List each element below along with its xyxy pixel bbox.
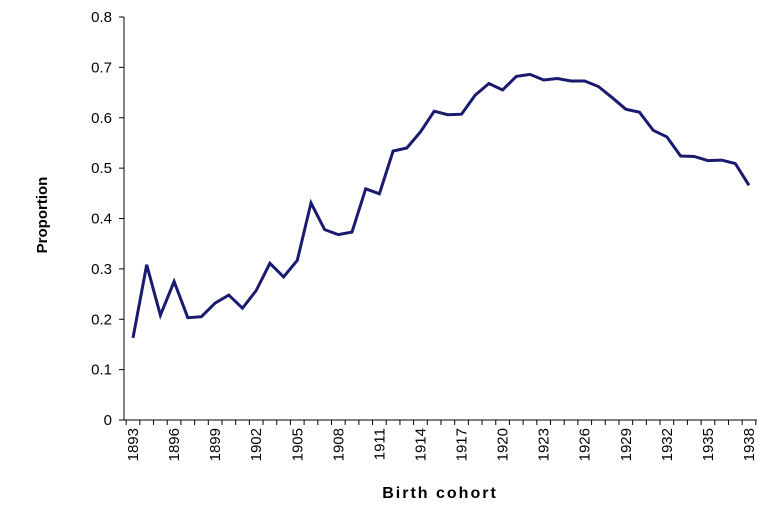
x-tick-label: 1911: [371, 428, 388, 460]
y-tick-label: 0.7: [91, 59, 112, 76]
x-tick-label: 1914: [412, 428, 429, 461]
y-tick-label: 0.3: [91, 261, 112, 278]
y-axis: 0 0.1 0.2 0.3 0.4 0.5 0.6 0.7 0.8: [91, 9, 125, 429]
x-tick-label: 1917: [454, 428, 471, 461]
y-tick-label: 0.1: [91, 362, 112, 379]
x-tick-label: 1929: [618, 428, 635, 461]
y-tick-label: 0.5: [91, 160, 112, 177]
x-tick-label: 1908: [330, 428, 347, 461]
y-tick-label: 0.4: [91, 211, 112, 228]
x-tick-label: 1896: [166, 428, 183, 461]
x-tick-label: 1893: [125, 428, 142, 461]
y-tick-label: 0.6: [91, 110, 112, 127]
x-tick-label: 1935: [700, 428, 717, 461]
x-tick-label: 1905: [289, 428, 306, 461]
x-axis: 1893 1896 1899 1902 1905 1908 1911 1914 1917 1920…: [124, 419, 758, 461]
y-tick-label: 0.8: [91, 9, 112, 26]
x-tick-label: 1920: [495, 428, 512, 461]
x-tick-label: 1923: [536, 428, 553, 461]
series-layer: [131, 72, 751, 339]
x-axis-title: Birth cohort: [382, 485, 498, 502]
series-line: [131, 72, 751, 339]
x-tick-label: 1938: [741, 428, 758, 461]
y-tick-label: 0.2: [91, 311, 112, 328]
x-tick-label: 1932: [659, 428, 676, 461]
x-tick-label: 1926: [577, 428, 594, 461]
y-axis-title: Proportion: [34, 177, 51, 254]
x-tick-label: 1902: [248, 428, 265, 461]
y-tick-label: 0: [104, 412, 112, 429]
x-tick-label: 1899: [207, 428, 224, 461]
